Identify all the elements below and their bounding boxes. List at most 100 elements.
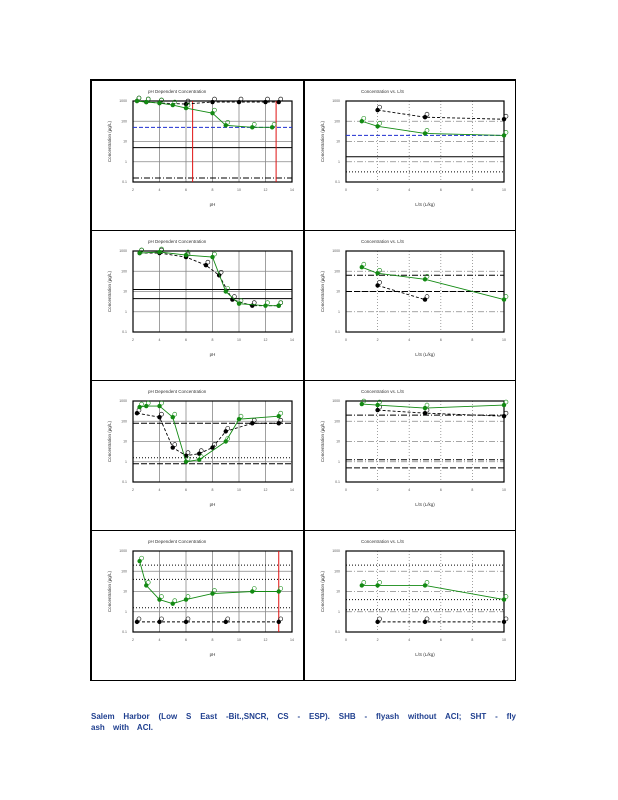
y-axis-label: Concentration (µg/L): [320, 270, 325, 312]
data-point-SHT: [137, 250, 142, 256]
x-tick-label: 6: [440, 488, 442, 492]
replicate-point-SHB: [225, 616, 231, 622]
replicate-point-SHB: [424, 294, 430, 299]
replicate-point-SHT: [212, 588, 217, 593]
y-tick-label: 100: [334, 269, 340, 273]
y-axis-label: Concentration (µg/L): [320, 120, 325, 162]
x-tick-label: 8: [212, 638, 214, 642]
series-line-SHT: [361, 266, 505, 301]
chart-title: pH Dependent Concentration: [148, 89, 207, 94]
data-point-SHT: [276, 413, 281, 419]
data-point-SHT: [157, 249, 162, 255]
replicate-point-SHT: [145, 580, 151, 585]
data-point-SHB: [501, 619, 507, 625]
x-tick-label: 0: [345, 338, 347, 342]
x-tick-label: 12: [264, 338, 268, 342]
replicate-point-SHT: [185, 456, 191, 462]
data-point-SHT: [144, 99, 149, 105]
series-line-SHB: [377, 109, 505, 120]
data-point-SHT: [375, 124, 380, 129]
data-point-SHB: [134, 410, 140, 416]
replicate-point-SHT: [185, 249, 191, 255]
y-tick-label: 10: [336, 440, 340, 444]
y-tick-label: 100: [121, 569, 127, 573]
plot-area: [132, 400, 293, 483]
replicate-point-SHT: [503, 594, 509, 599]
data-point-SHB: [422, 115, 428, 120]
y-tick-label: 1000: [332, 99, 340, 103]
data-point-SHB: [203, 262, 209, 268]
data-point-SHB: [422, 410, 428, 416]
replicate-point-SHB: [503, 113, 509, 119]
replicate-point-SHT: [424, 580, 430, 585]
replicate-point-SHT: [185, 102, 191, 108]
replicate-point-SHT: [172, 598, 178, 603]
replicate-point-SHT: [172, 99, 178, 105]
data-point-SHT: [183, 105, 189, 111]
y-tick-label: 10: [123, 440, 127, 444]
chart-svg: Concentration vs. L/S 0 2 4 6 8 10 0.1 1 10 100 100…: [320, 239, 509, 357]
x-tick-label: 2: [132, 638, 134, 642]
figure-caption: Salem Harbor (Low S East -Bit.,SNCR, CS …: [91, 712, 516, 732]
replicate-point-SHT: [377, 267, 382, 273]
replicate-point-SHT: [271, 122, 277, 127]
data-point-SHT: [501, 597, 507, 602]
replicate-point-SHT: [145, 400, 151, 406]
replicate-point-SHT: [225, 119, 231, 125]
y-tick-label: 1: [338, 460, 340, 464]
data-point-SHT: [501, 297, 507, 302]
series-line-SHT: [361, 584, 505, 601]
y-tick-label: 1000: [332, 549, 340, 553]
chart-panel-7: pH Dependent Concentration 2 4 6 8 10 12 14 0.1 1…: [91, 530, 304, 681]
replicate-point-SHT: [185, 594, 191, 599]
replicate-point-SHB: [251, 417, 257, 423]
replicate-point-SHT: [361, 261, 367, 267]
data-point-SHB: [375, 407, 380, 413]
data-point-SHT: [144, 583, 149, 588]
data-point-SHT: [250, 589, 255, 594]
x-tick-label: 4: [408, 638, 410, 642]
data-point-SHT: [223, 123, 228, 128]
y-tick-label: 10: [336, 140, 340, 144]
data-point-SHT: [375, 583, 380, 588]
x-tick-label: 6: [440, 338, 442, 342]
replicate-point-SHB: [278, 616, 284, 622]
replicate-point-SHT: [361, 115, 367, 121]
chart-panel-4: Concentration vs. L/S 0 2 4 6 8 10 0.1 1 10 100 100…: [304, 230, 516, 381]
replicate-point-SHB: [185, 450, 191, 455]
data-point-SHB: [422, 297, 428, 302]
data-point-SHT: [422, 277, 428, 282]
y-tick-label: 1000: [119, 249, 127, 253]
data-point-SHB: [223, 429, 228, 434]
y-axis-label: Concentration (µg/L): [107, 270, 112, 312]
x-tick-label: 10: [502, 638, 506, 642]
data-point-SHT: [359, 265, 364, 270]
chart-svg: pH Dependent Concentration 2 4 6 8 10 12 14 0.1 1…: [107, 389, 294, 507]
replicate-point-SHB: [218, 269, 224, 275]
data-point-SHB: [157, 619, 162, 625]
plot-area: [345, 550, 505, 633]
replicate-point-SHB: [424, 111, 430, 117]
x-tick-label: 2: [132, 488, 134, 492]
x-axis-label: L/S (L/kg): [415, 202, 435, 207]
data-point-SHT: [359, 583, 364, 588]
chart-svg: pH Dependent Concentration 2 4 6 8 10 12 14 0.1 1…: [107, 239, 294, 357]
x-tick-label: 6: [185, 488, 187, 492]
replicate-point-SHT: [278, 586, 284, 591]
chart-title: pH Dependent Concentration: [148, 539, 207, 544]
y-tick-label: 1: [338, 610, 340, 614]
data-point-SHT: [250, 125, 255, 130]
x-tick-label: 14: [290, 188, 294, 192]
data-point-SHT: [210, 591, 215, 596]
replicate-point-SHT: [251, 586, 257, 591]
replicate-point-SHB: [265, 96, 270, 102]
data-point-SHT: [276, 303, 281, 308]
series-line-SHT: [139, 405, 279, 463]
replicate-point-SHT: [139, 401, 144, 407]
series-line-SHT: [139, 561, 279, 605]
x-tick-label: 10: [237, 338, 241, 342]
replicate-point-SHT: [377, 580, 382, 585]
y-tick-label: 1: [338, 310, 340, 314]
replicate-point-SHB: [225, 426, 231, 431]
